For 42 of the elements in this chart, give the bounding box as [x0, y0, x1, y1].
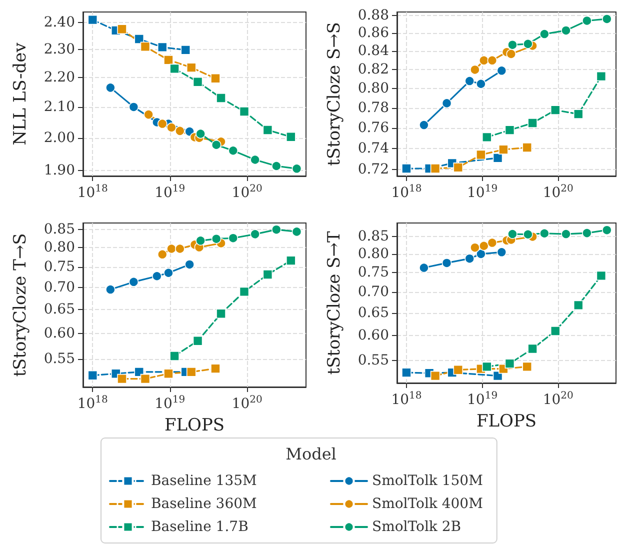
y-tick-label: 0.78 [358, 100, 389, 116]
legend-title: Model [286, 444, 336, 464]
y-tick-label: 0.70 [358, 284, 389, 300]
y-tick-label: 0.55 [358, 352, 389, 368]
y-axis-title: tStoryCloze T→S [10, 233, 30, 377]
y-tick-label: 0.74 [358, 140, 390, 157]
y-tick-label: 0.75 [358, 264, 389, 280]
y-tick-label: 0.80 [44, 240, 75, 256]
legend-label: SmolTolk 2B [372, 519, 462, 535]
y-tick-label: 0.72 [358, 162, 389, 178]
y-tick-label: 0.55 [44, 351, 75, 368]
y-tick-label: 0.76 [358, 120, 390, 136]
y-tick-label: 0.85 [44, 222, 75, 238]
y-tick-label: 0.65 [44, 301, 75, 318]
x-axis-title: FLOPS [476, 412, 537, 432]
y-tick-label: 2.30 [44, 41, 75, 58]
y-tick-label: 0.82 [358, 62, 389, 78]
y-axis-title: tStoryCloze S→T [324, 230, 344, 375]
y-tick-label: 0.65 [358, 304, 389, 321]
legend-label: SmolTolk 150M [372, 473, 483, 489]
y-tick-label: 0.75 [44, 258, 75, 275]
y-tick-label: 0.70 [44, 279, 75, 296]
y-tick-label: 1.90 [44, 162, 75, 178]
y-tick-label: 0.60 [44, 325, 75, 342]
y-tick-label: 2.40 [44, 14, 75, 30]
legend-label: Baseline 1.7B [151, 519, 248, 535]
legend-label: Baseline 135M [151, 473, 257, 489]
y-tick-label: 0.86 [358, 25, 390, 42]
y-tick-label: 0.88 [358, 7, 389, 24]
y-tick-label: 2.10 [44, 98, 75, 115]
y-tick-label: 2.20 [44, 70, 75, 86]
y-tick-label: 0.80 [358, 246, 389, 262]
y-axis-title: tStoryCloze S→S [324, 22, 344, 166]
y-tick-label: 0.80 [358, 80, 389, 97]
y-axis-title: NLL LS-dev [10, 42, 30, 146]
legend-label: Baseline 360M [151, 496, 257, 512]
y-tick-label: 0.85 [358, 228, 389, 245]
y-tick-label: 2.00 [44, 130, 75, 146]
x-axis-title: FLOPS [164, 416, 225, 436]
y-tick-label: 0.84 [358, 43, 390, 60]
legend-label: SmolTolk 400M [372, 496, 483, 512]
y-tick-label: 0.60 [358, 328, 389, 344]
